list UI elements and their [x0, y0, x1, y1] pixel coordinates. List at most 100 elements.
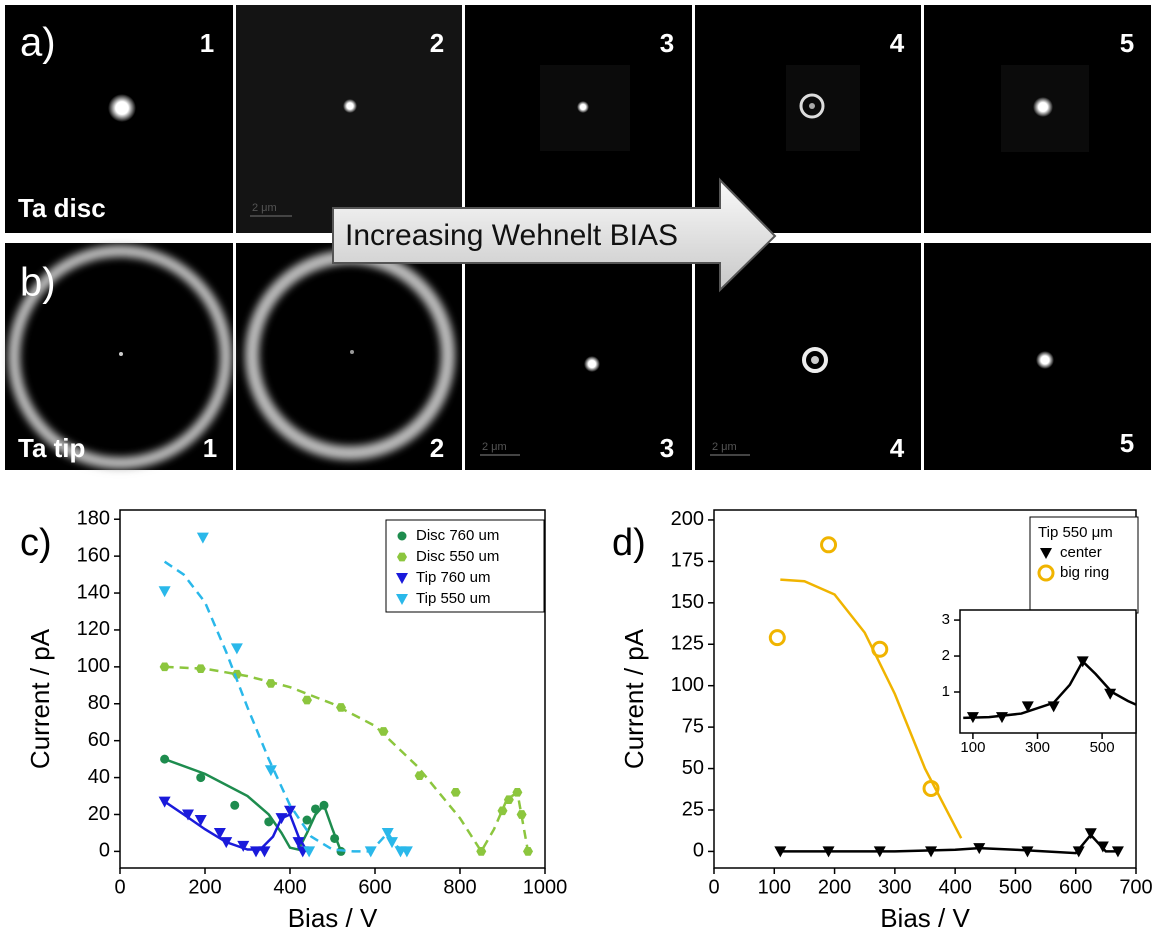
tile-number: 5	[1120, 28, 1134, 58]
beam-spot	[343, 99, 357, 113]
legend-marker	[397, 531, 407, 541]
scale-bar-label: 2 μm	[482, 441, 507, 453]
tile-number: 2	[430, 28, 444, 58]
tile-number: 1	[203, 433, 217, 463]
data-point	[264, 817, 274, 827]
y-tick-label: 1	[942, 683, 950, 700]
tile-number: 4	[890, 28, 905, 58]
image-tile	[236, 5, 462, 233]
y-tick-label: 0	[693, 840, 704, 862]
y-tick-label: 3	[942, 611, 950, 628]
data-point	[503, 795, 514, 805]
image-row-b: 2 μm 2 μm b) Ta tip 1 2 3 4 5	[5, 243, 1151, 470]
x-tick-label: 300	[1025, 739, 1050, 756]
y-axis-title: Current / pA	[25, 628, 55, 769]
y-tick-label: 140	[77, 581, 110, 603]
beam-spot	[350, 350, 354, 354]
fit-line	[780, 578, 963, 839]
data-point	[196, 532, 209, 544]
data-point	[364, 846, 377, 858]
data-point	[258, 846, 271, 858]
beam-spot	[811, 356, 819, 364]
data-point	[450, 788, 461, 797]
legend-marker	[1037, 564, 1055, 582]
tile-number: 1	[200, 28, 214, 58]
data-point	[966, 712, 979, 724]
y-tick-label: 0	[99, 840, 110, 862]
beam-ring	[799, 93, 825, 119]
data-point	[292, 837, 305, 849]
arrow-label: Increasing Wehnelt BIAS	[345, 219, 678, 252]
x-tick-label: 200	[818, 876, 851, 898]
y-tick-label: 75	[682, 715, 704, 737]
data-point	[311, 804, 320, 814]
data-point	[319, 800, 329, 810]
x-axis-title: Bias / V	[880, 903, 970, 933]
x-tick-label: 800	[443, 876, 476, 898]
data-point	[336, 703, 346, 712]
panel-label: b)	[20, 261, 56, 305]
data-point	[381, 827, 394, 839]
legend-label: Disc 760 um	[416, 527, 499, 544]
y-tick-label: 200	[671, 508, 704, 530]
image-tile	[465, 243, 692, 470]
x-tick-label: 600	[358, 876, 391, 898]
data-point	[774, 846, 787, 858]
data-point	[523, 847, 533, 856]
legend-label: Tip 760 um	[416, 569, 490, 586]
data-point	[220, 837, 233, 849]
fit-line	[163, 560, 406, 853]
plot-frame	[959, 609, 1137, 734]
beam-spot	[1036, 351, 1054, 369]
beam-spot	[119, 352, 123, 356]
data-point	[159, 662, 170, 672]
panel-label: d)	[612, 522, 646, 564]
data-point	[925, 846, 938, 858]
data-point	[1047, 701, 1060, 713]
data-point	[158, 796, 171, 808]
x-tick-label: 400	[273, 876, 306, 898]
data-point	[264, 765, 277, 777]
panel-label: c)	[20, 522, 52, 564]
data-point	[1104, 688, 1117, 700]
data-point	[275, 813, 288, 825]
y-tick-label: 180	[77, 508, 110, 530]
data-point	[302, 815, 312, 825]
legend-marker	[397, 552, 407, 562]
beam-spot	[577, 101, 589, 113]
x-tick-label: 300	[878, 876, 911, 898]
y-tick-label: 60	[88, 729, 110, 751]
data-point	[1096, 841, 1109, 853]
y-tick-label: 175	[671, 550, 704, 572]
beam-ring	[8, 245, 232, 469]
data-point	[1021, 846, 1034, 858]
data-point	[213, 827, 226, 839]
y-tick-label: 125	[671, 633, 704, 655]
x-tick-label: 0	[708, 876, 719, 898]
y-tick-label: 120	[77, 618, 110, 640]
data-point	[822, 846, 835, 858]
data-point	[995, 712, 1008, 724]
arrow: Increasing Wehnelt BIAS	[332, 177, 777, 293]
data-point	[196, 773, 206, 783]
legend-marker	[396, 594, 408, 605]
data-point	[160, 754, 170, 764]
y-tick-label: 100	[77, 655, 110, 677]
legend-label: center	[1060, 544, 1102, 561]
x-tick-label: 700	[1119, 876, 1152, 898]
data-point	[414, 771, 425, 781]
scale-bar-label: 2 μm	[712, 441, 737, 453]
beam-spot	[809, 103, 815, 109]
legend-title: Tip 550 μm	[1038, 524, 1113, 541]
data-point	[230, 800, 240, 810]
image-tile	[695, 243, 921, 470]
y-tick-label: 25	[682, 798, 704, 820]
tile-number: 4	[890, 433, 905, 463]
data-point	[330, 833, 340, 843]
data-point	[230, 643, 243, 655]
beam-spot	[108, 94, 136, 122]
data-point	[1111, 846, 1124, 858]
data-point	[768, 629, 786, 647]
x-tick-label: 1000	[523, 876, 568, 898]
